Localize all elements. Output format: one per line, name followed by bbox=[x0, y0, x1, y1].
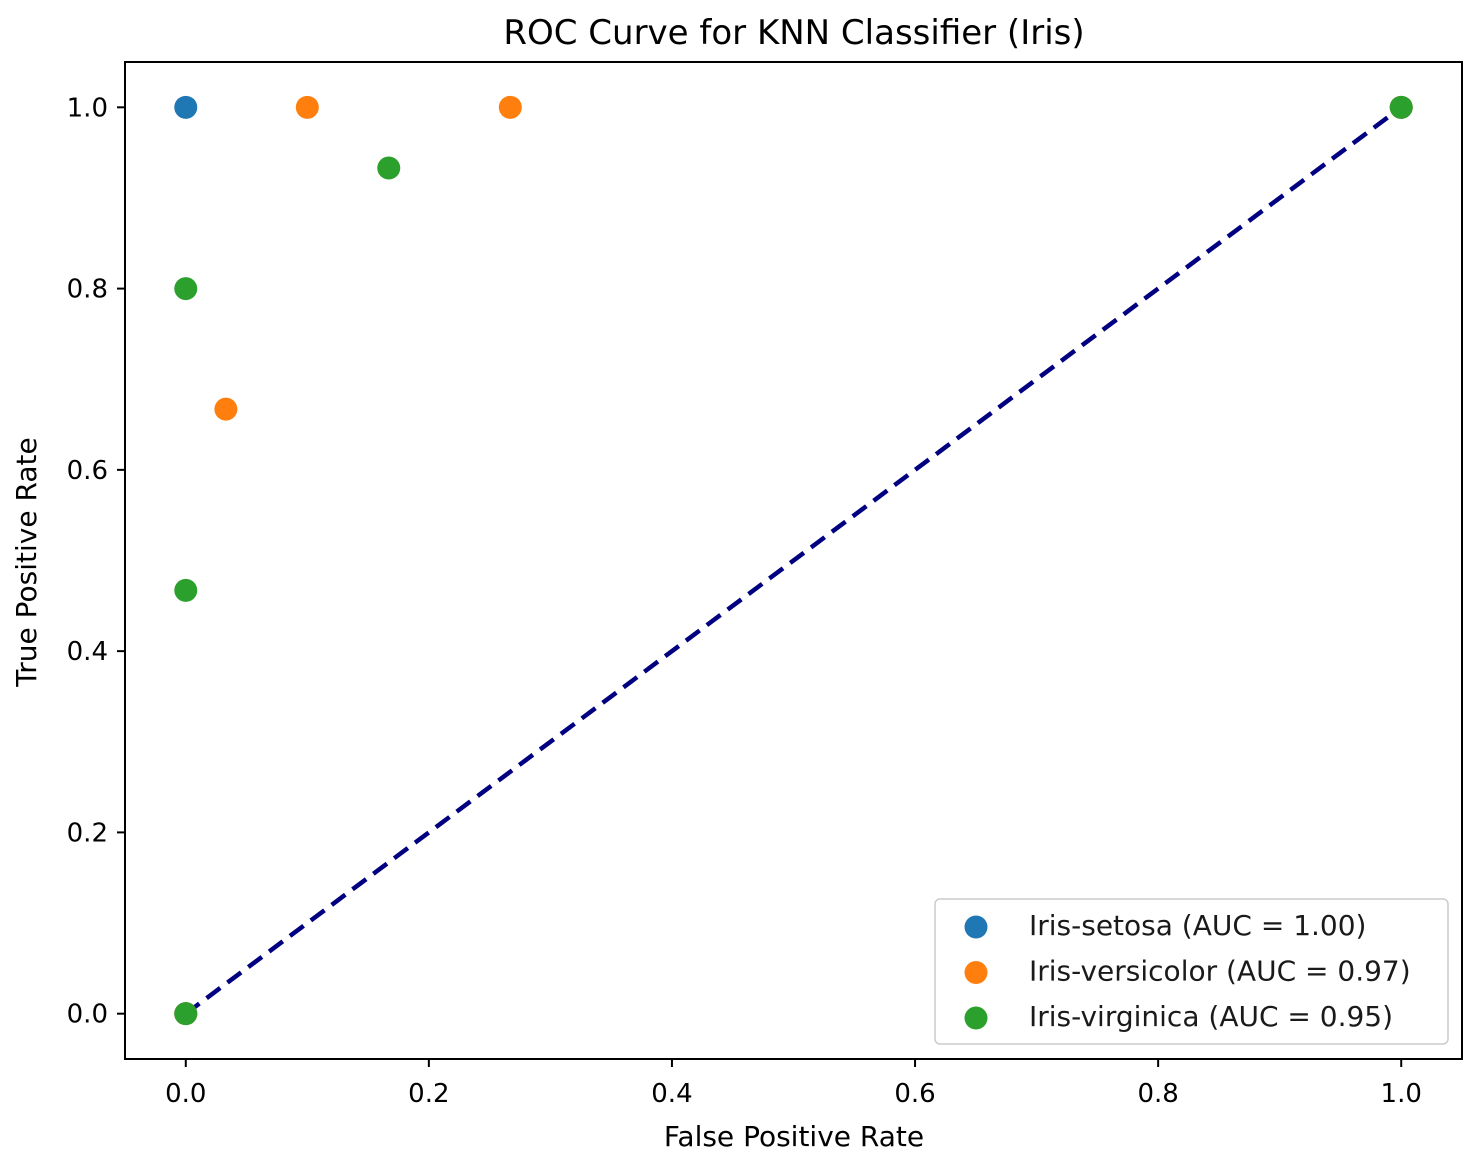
legend-label: Iris-setosa (AUC = 1.00) bbox=[1029, 909, 1366, 942]
x-axis: 0.0 0.2 0.4 0.6 0.8 1.0 bbox=[165, 1059, 1422, 1109]
x-axis-title: False Positive Rate bbox=[664, 1120, 924, 1153]
y-tick-label: 0.6 bbox=[67, 456, 108, 486]
data-point bbox=[1389, 95, 1413, 119]
x-tick-label: 0.4 bbox=[651, 1079, 692, 1109]
y-axis-title: True Positive Rate bbox=[10, 437, 43, 687]
y-tick-label: 0.0 bbox=[67, 1000, 108, 1030]
chart-title: ROC Curve for KNN Classifier (Iris) bbox=[503, 13, 1084, 53]
y-tick-label: 0.2 bbox=[67, 818, 108, 848]
axes-frame bbox=[124, 61, 1463, 1060]
data-point bbox=[498, 95, 522, 119]
legend-marker bbox=[964, 1006, 988, 1030]
y-tick-label: 0.4 bbox=[67, 637, 108, 667]
data-point bbox=[295, 95, 319, 119]
plot-area bbox=[174, 95, 1413, 1026]
legend-label: Iris-virginica (AUC = 0.95) bbox=[1029, 1000, 1393, 1033]
x-tick-label: 0.0 bbox=[165, 1079, 206, 1109]
x-tick-label: 0.2 bbox=[408, 1079, 449, 1109]
reference-diagonal-line bbox=[184, 105, 1403, 1016]
legend-marker bbox=[964, 961, 988, 984]
data-point bbox=[377, 156, 401, 180]
x-tick-label: 0.6 bbox=[894, 1079, 935, 1109]
y-tick-label: 1.0 bbox=[67, 93, 108, 123]
y-tick-label: 0.8 bbox=[67, 275, 108, 305]
legend-label: Iris-versicolor (AUC = 0.97) bbox=[1029, 955, 1411, 988]
data-point bbox=[174, 277, 198, 301]
y-axis: 0.0 0.2 0.4 0.6 0.8 1.0 bbox=[67, 93, 125, 1030]
legend-marker bbox=[964, 915, 988, 939]
x-tick-label: 1.0 bbox=[1381, 1079, 1422, 1109]
legend-items: Iris-setosa (AUC = 1.00) Iris-versicolor … bbox=[964, 909, 1411, 1033]
x-tick-label: 0.8 bbox=[1137, 1079, 1178, 1109]
data-point bbox=[174, 578, 198, 602]
data-point bbox=[174, 1002, 198, 1026]
legend-box bbox=[934, 898, 1449, 1045]
series-3 bbox=[174, 95, 1413, 1026]
data-point bbox=[174, 95, 198, 119]
legend: Iris-setosa (AUC = 1.00) Iris-versicolor … bbox=[934, 898, 1449, 1045]
data-point bbox=[214, 397, 238, 421]
